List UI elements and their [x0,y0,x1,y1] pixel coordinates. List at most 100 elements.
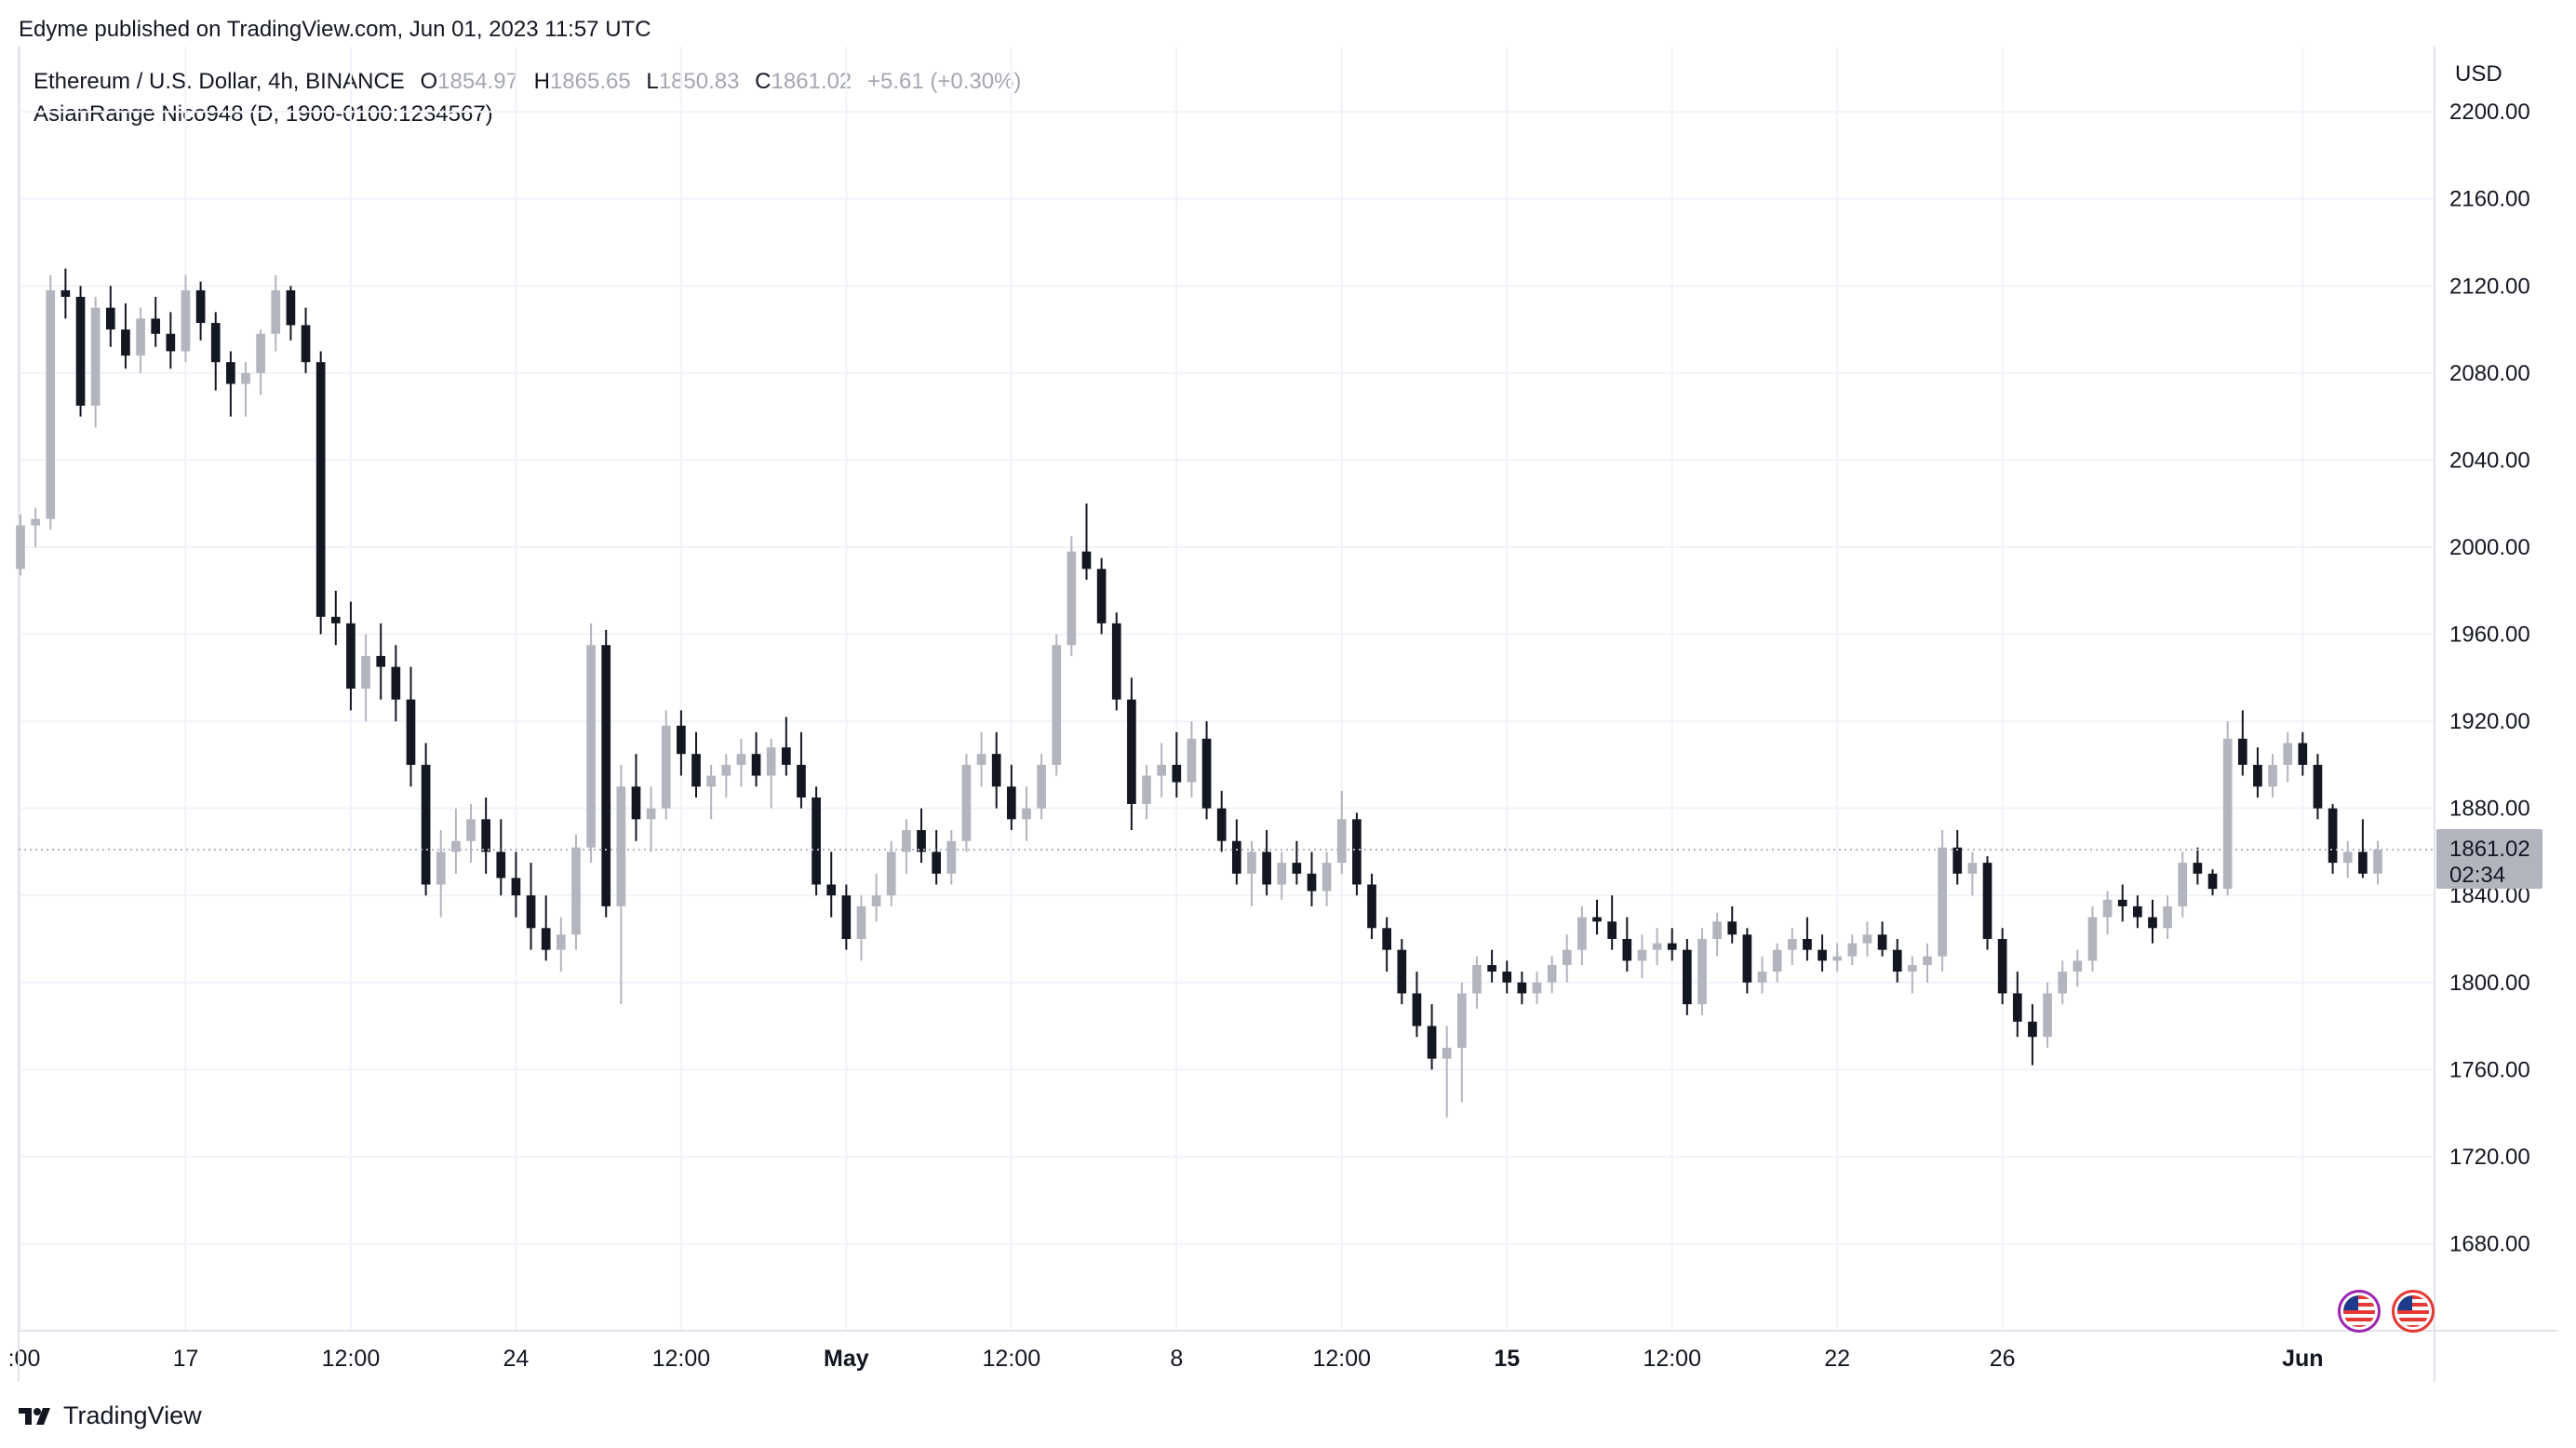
candle-body [1712,921,1722,939]
y-tick-label: 1720.00 [2449,1145,2530,1170]
candle-body [616,786,626,906]
candle-body [1742,934,1752,983]
candle-body [406,699,416,765]
candle-body [121,329,130,356]
candle-body [1877,934,1887,950]
candle-body [841,895,852,939]
close-label: C [755,69,771,94]
candle-body [1336,819,1347,864]
candle-body [646,808,656,820]
y-tick-label: 1760.00 [2449,1057,2530,1082]
candle-body [677,725,686,755]
candle-body [1081,551,1092,570]
candle-body [601,645,611,906]
x-tick-label: 12:00 [1312,1346,1371,1372]
candle-body [886,851,896,896]
x-tick-label: 26 [1990,1346,2016,1372]
candle-body [16,525,25,570]
candle-body [315,362,326,617]
candle-body [2117,899,2127,906]
candle-body [571,847,581,935]
y-tick-label: 2120.00 [2449,274,2530,299]
candle-body [2237,738,2247,765]
high-value: 1865.65 [549,69,631,94]
candle-body [75,296,86,406]
open-label: O [420,69,438,94]
tradingview-logo[interactable]: TradingView [19,1401,202,1430]
candle-body [781,747,791,765]
candle-body [241,372,250,384]
y-tick-label: 1680.00 [2449,1231,2530,1256]
candle-body [1667,943,1677,950]
candle-body [2178,863,2188,906]
candle-body [421,764,431,885]
change-value: +5.61 (+0.30%) [866,69,1022,94]
candle-body [226,362,235,384]
candle-body [90,307,101,406]
candle-body [2283,743,2293,765]
candle-body [496,851,506,878]
indicator-legend[interactable]: AsianRange Nico948 (D, 1900-0100:1234567… [34,101,493,127]
candle-body [1457,993,1467,1048]
candle-body [1577,917,1587,950]
candle-body [271,289,281,334]
candle-body [2253,764,2262,787]
candle-body [436,851,446,885]
candle-body [346,623,356,689]
candle-body [1142,775,1151,804]
candle-body [481,819,490,852]
x-tick-label: 15 [1494,1346,1520,1372]
x-tick-label: Jun [2282,1346,2323,1372]
tradingview-wordmark: TradingView [63,1401,202,1429]
y-tick-label: 2160.00 [2449,187,2530,212]
symbol-legend: Ethereum / U.S. Dollar, 4h, BINANCE O185… [34,69,1021,95]
candle-body [181,289,191,352]
x-tick-label: :00 [8,1346,41,1372]
candle-body [1307,873,1317,892]
symbol-title[interactable]: Ethereum / U.S. Dollar, 4h, BINANCE [34,69,405,94]
high-label: H [533,69,550,94]
candle-body [976,754,986,765]
candle-body [586,645,596,848]
candle-body [195,289,206,324]
currency-label[interactable]: USD [2455,61,2502,87]
candle-body [1412,993,1422,1026]
candle-body [917,830,926,852]
candle-body [856,905,866,939]
candle-body [1427,1026,1437,1059]
candle-body [1952,847,1963,874]
y-tick-label: 1880.00 [2449,797,2530,822]
open-value: 1854.97 [437,69,518,94]
candle-body [2028,1021,2037,1038]
candle-body [1683,949,1692,1005]
x-tick-label: 22 [1824,1346,1850,1372]
x-tick-label: 24 [503,1346,530,1372]
candle-body [1847,943,1858,957]
candle-body [210,323,221,363]
candle-body [631,786,641,820]
candle-body [2102,899,2113,918]
candle-body [31,518,40,526]
candle-body [1607,921,1617,939]
candle-body [330,616,341,623]
candle-body [2012,993,2022,1022]
candle-body [2328,808,2338,864]
candle-body [256,333,265,373]
us-flag-icon[interactable] [2338,1290,2381,1333]
candle-body [766,747,776,776]
candle-body [751,754,761,776]
candle-body [136,318,145,356]
candle-body [961,764,972,841]
candle-body [1923,956,1932,966]
candle-body [946,840,957,874]
candle-body [1022,808,1031,820]
x-tick-label: May [824,1346,869,1372]
us-flag-icon[interactable] [2392,1290,2435,1333]
price-tag-countdown: 02:34 [2449,863,2505,888]
candle-body [736,754,746,765]
candle-body [1727,921,1737,935]
candle-body [1096,569,1107,623]
candle-body [2298,743,2308,765]
candle-body [1997,938,2007,994]
